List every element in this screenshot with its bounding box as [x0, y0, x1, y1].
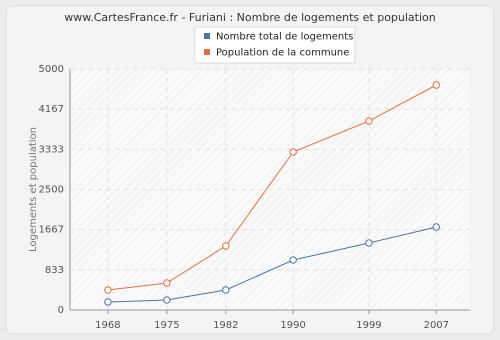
x-tick-label: 1999 [356, 320, 381, 331]
x-tick-label: 1990 [280, 320, 305, 331]
series-line [107, 84, 437, 291]
y-tick-label: 2500 [39, 185, 64, 196]
data-point [365, 239, 373, 247]
y-tick-label: 833 [45, 265, 64, 276]
data-point [432, 223, 441, 231]
data-point [222, 286, 230, 294]
data-point [289, 148, 297, 156]
x-tick-label: 1975 [154, 320, 179, 331]
y-tick-label: 3333 [39, 144, 64, 155]
chart-title: www.CartesFrance.fr - Furiani : Nombre d… [64, 11, 436, 24]
x-tick-label: 2007 [424, 320, 449, 331]
x-tick-label: 1982 [213, 320, 238, 331]
data-point [104, 298, 112, 306]
legend [194, 26, 356, 64]
data-point [163, 279, 171, 287]
x-tick-label: 1968 [95, 320, 120, 331]
y-tick-label: 0 [58, 305, 64, 316]
legend-label: Nombre total de logements [216, 32, 353, 43]
legend-swatch [204, 49, 210, 55]
y-tick-label: 1667 [39, 225, 64, 236]
series-line [107, 226, 437, 303]
data-point [104, 286, 112, 294]
y-tick-label: 5000 [39, 64, 64, 75]
y-axis-label: Logements et population [28, 127, 39, 252]
y-tick-label: 4167 [39, 104, 64, 115]
legend-label: Population de la commune [216, 48, 349, 59]
data-point [365, 117, 373, 125]
data-point [289, 256, 297, 264]
data-point [432, 81, 441, 89]
data-point [163, 296, 171, 304]
legend-swatch [204, 33, 210, 39]
data-point [222, 242, 230, 250]
